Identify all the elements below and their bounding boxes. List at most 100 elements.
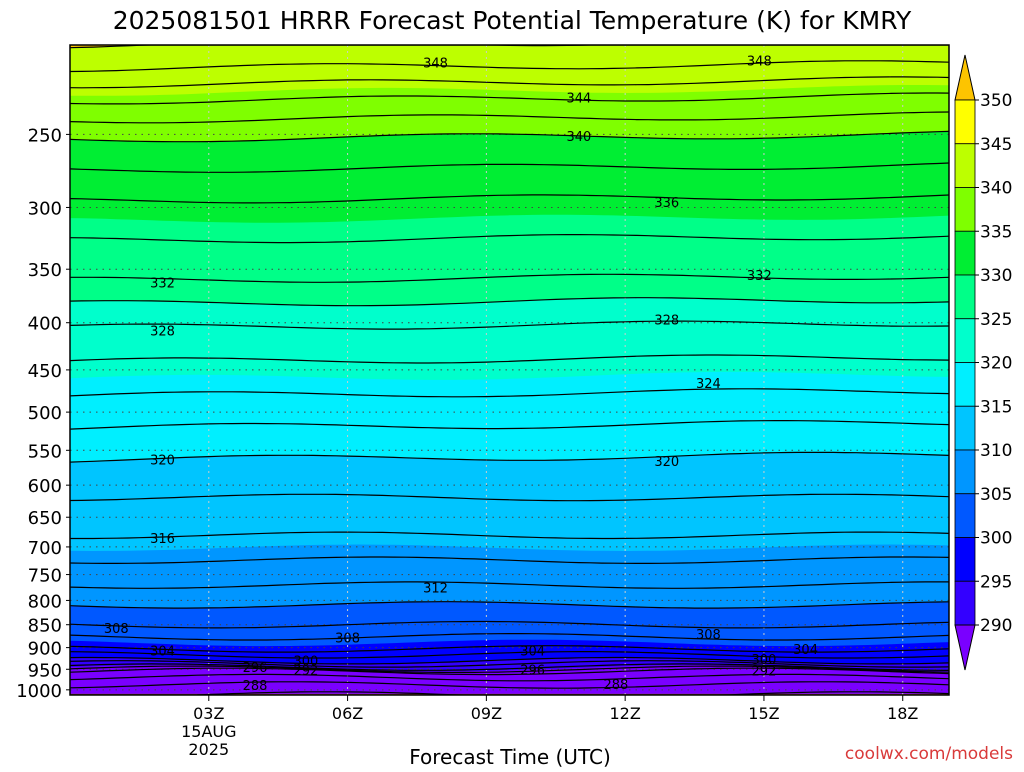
colorbar-segment-320 [954,362,976,407]
contour-label-328-7: 328 [150,325,175,340]
contour-label-328-8: 328 [654,314,679,329]
colorbar-segment-345 [954,143,976,188]
contour-label-308-15: 308 [335,632,360,647]
y-tick-label-850: 850 [28,616,62,637]
isentrope-334 [70,234,949,244]
y-tick-label-900: 900 [28,639,62,660]
isentrope-290 [70,673,949,682]
contour-label-text: 308 [335,632,360,647]
isentrope-288 [70,681,949,689]
colorbar-segment-310 [954,449,976,495]
contour-label-288-27: 288 [603,678,628,693]
isentrope-300 [70,656,949,665]
contour-label-320-11: 320 [654,455,679,470]
isentrope-298 [70,660,949,668]
colorbar-label-330: 330 [980,266,1012,286]
contour-label-text: 304 [150,645,175,660]
y-tick-label-550: 550 [28,441,62,462]
y-tick-label-950: 950 [28,660,62,681]
contour-label-text: 328 [654,314,679,329]
contour-label-text: 304 [793,643,818,658]
watermark: coolwx.com/models [845,744,1013,764]
contour-label-text: 348 [747,55,772,70]
y-tick-label-300: 300 [28,198,62,219]
contour-label-340-3: 340 [566,130,591,145]
contour-label-text: 308 [104,622,129,637]
contour-label-text: 332 [150,277,175,292]
band-345 [70,45,949,96]
contour-label-304-17: 304 [150,645,175,660]
y-tick-label-750: 750 [28,566,62,587]
isentrope-330 [70,297,949,307]
isentrope-346 [70,76,949,89]
contour-label-text: 348 [423,57,448,72]
isentrope-318 [70,493,949,502]
colorbar-segment-350 [954,99,976,145]
y-tick-label-350: 350 [28,260,62,281]
isentrope-314 [70,556,949,564]
colorbar-segment-295 [954,580,976,626]
isentrope-326 [70,354,949,364]
colorbar-label-315: 315 [980,397,1012,417]
colorbar-label-300: 300 [980,529,1012,549]
contour-label-336-4: 336 [654,196,679,211]
contour-label-308-16: 308 [696,628,721,643]
contour-label-308-14: 308 [104,622,129,637]
isentrope-324 [70,388,949,398]
isentrope-310 [70,601,949,609]
contour-label-296-23: 296 [520,664,545,679]
isentrope-340 [70,130,949,143]
y-tick-label-650: 650 [28,508,62,529]
y-tick-label-400: 400 [28,314,62,335]
contour-label-288-26: 288 [243,679,268,694]
y-tick-label-450: 450 [28,361,62,382]
y-tick-label-500: 500 [28,403,62,424]
colorbar-label-290: 290 [980,616,1012,636]
colorbar-label-340: 340 [980,179,1012,199]
contour-label-332-6: 332 [747,269,772,284]
y-tick-label-1000: 1000 [16,681,62,702]
colorbar-segment-340 [954,187,976,232]
contour-label-304-19: 304 [793,643,818,658]
isentrope-316 [70,531,949,540]
colorbar-label-345: 345 [980,135,1012,155]
contour-label-text: 312 [423,582,448,597]
contour-label-348-1: 348 [747,55,772,70]
y-tick-label-800: 800 [28,591,62,612]
x-axis-label: Forecast Time (UTC) [409,745,611,768]
chart-title: 2025081501 HRRR Forecast Potential Tempe… [113,6,912,35]
colorbar: 350 345 340 335 330 325 320 315 310 305 300 295 290 [954,54,1012,671]
colorbar-segment-305 [954,493,976,538]
colorbar-label-350: 350 [980,91,1012,111]
contour-label-text: 296 [243,661,268,676]
colorbar-label-295: 295 [980,572,1012,592]
contour-label-text: 328 [150,325,175,340]
contour-label-text: 292 [752,665,777,680]
contour-label-324-9: 324 [696,377,721,392]
colorbar-segment-335 [954,230,976,276]
colorbar-label-310: 310 [980,441,1012,461]
contour-label-300-21: 300 [752,653,777,668]
isentrope-342 [70,111,949,124]
colorbar-top-arrow [954,54,976,101]
isentrope-344 [70,92,949,105]
isentrope-286 [70,691,949,695]
y-tick-label-700: 700 [28,538,62,559]
isentrope-332 [70,273,949,283]
x-tick-label-15Z: 15Z [748,704,779,723]
x-tick-sublabel: 2025 [188,740,229,759]
contour-label-292-25: 292 [752,665,777,680]
isentrope-296 [70,663,949,671]
isentrope-312 [70,581,949,589]
x-tick-label-12Z: 12Z [609,704,640,723]
x-tick-sublabel: 15AUG [181,722,236,741]
x-tick-label-06Z: 06Z [332,704,363,723]
isentrope-contours [70,45,949,695]
contour-label-320-10: 320 [150,454,175,469]
contour-label-text: 316 [150,532,175,547]
contour-label-296-22: 296 [243,661,268,676]
isentrope-328 [70,320,949,330]
contour-label-text: 320 [150,454,175,469]
contour-label-text: 288 [243,679,268,694]
